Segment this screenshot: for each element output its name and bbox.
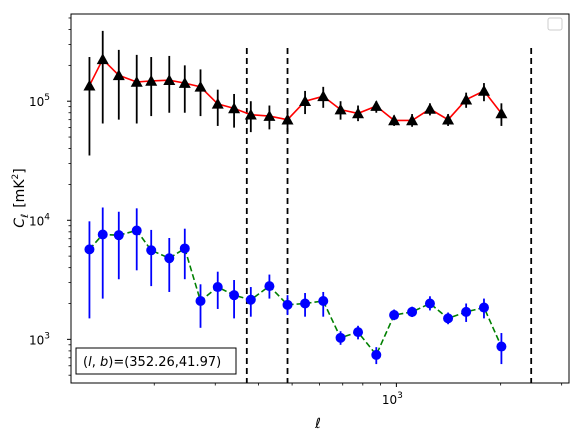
plot-layer — [83, 30, 533, 383]
triangle-point-21 — [423, 103, 436, 114]
triangle-point-13 — [281, 113, 294, 125]
triangle-point-17 — [352, 107, 365, 119]
x-tick-label-exp-1: 3 — [397, 391, 403, 401]
triangle-point-19 — [388, 114, 401, 126]
circle-point-15 — [318, 295, 329, 306]
circle-point-14 — [300, 298, 311, 309]
circle-point-17 — [353, 327, 364, 338]
triangle-point-1 — [83, 79, 96, 91]
triangle-point-10 — [228, 102, 241, 114]
triangle-point-15 — [317, 90, 330, 102]
y-tick-label-exp-3: 5 — [44, 93, 50, 103]
legend-box — [547, 17, 563, 31]
y-axis-label-sub: ℓ — [20, 214, 31, 218]
circle-point-18 — [371, 349, 382, 360]
circle-point-21 — [424, 298, 435, 309]
triangle-point-22 — [442, 113, 455, 125]
circle-point-12 — [264, 281, 275, 292]
circle-point-9 — [212, 282, 223, 293]
circle-point-8 — [195, 295, 206, 306]
triangle-point-20 — [406, 114, 419, 126]
y-axis-label-unit-close: ] — [12, 168, 28, 173]
circle-point-11 — [245, 294, 256, 305]
triangle-point-23 — [460, 93, 473, 105]
triangle-point-5 — [145, 74, 158, 86]
triangle-point-2 — [96, 53, 109, 65]
circle-point-20 — [407, 306, 418, 317]
triangle-point-14 — [299, 95, 312, 107]
circle-point-3 — [113, 230, 124, 241]
circle-point-19 — [389, 310, 400, 321]
triangle-point-6 — [163, 74, 176, 86]
y-tick-label-exp-1: 3 — [44, 331, 50, 341]
triangle-point-16 — [334, 103, 347, 115]
annotation-box: (l, b)=(352.26,41.97) — [75, 347, 237, 375]
circle-point-22 — [443, 313, 454, 324]
triangle-point-25 — [495, 107, 508, 119]
y-axis-label-main: C — [12, 218, 28, 228]
triangle-point-18 — [370, 100, 383, 111]
y-axis-label-unit: [mK — [12, 179, 28, 208]
circle-point-7 — [179, 243, 190, 254]
circle-point-13 — [282, 299, 293, 310]
circle-point-24 — [478, 302, 489, 313]
circle-point-1 — [84, 244, 95, 255]
annotation-values: =(352.26,41.97) — [113, 355, 221, 370]
circle-point-23 — [461, 306, 472, 317]
circle-point-6 — [164, 253, 175, 264]
triangle-point-12 — [263, 110, 276, 121]
circle-point-25 — [496, 341, 507, 352]
circle-point-10 — [229, 290, 240, 301]
circle-point-4 — [131, 225, 142, 236]
annotation-l: l — [88, 355, 92, 370]
triangle-point-7 — [178, 77, 191, 88]
x-axis-label: ℓ — [314, 416, 321, 432]
circle-point-16 — [335, 332, 346, 343]
axes-frame — [70, 13, 570, 384]
circle-point-2 — [97, 229, 108, 240]
y-axis-label-unit-sup: 2 — [11, 174, 21, 180]
annotation-text: (l, b)=(352.26,41.97) — [83, 355, 221, 370]
series-markers-group — [83, 30, 508, 365]
triangle-point-8 — [194, 80, 207, 92]
triangle-point-3 — [112, 69, 125, 81]
annotation-b: b — [100, 355, 108, 370]
triangle-point-9 — [211, 97, 224, 109]
y-axis-label: Cℓ [mK2] — [11, 168, 31, 227]
triangle-point-24 — [477, 84, 490, 96]
annotation-frame — [75, 347, 237, 375]
circle-point-5 — [146, 245, 157, 256]
y-tick-label-exp-2: 4 — [44, 212, 50, 222]
triangle-point-4 — [130, 75, 143, 87]
triangle-point-11 — [244, 108, 257, 120]
